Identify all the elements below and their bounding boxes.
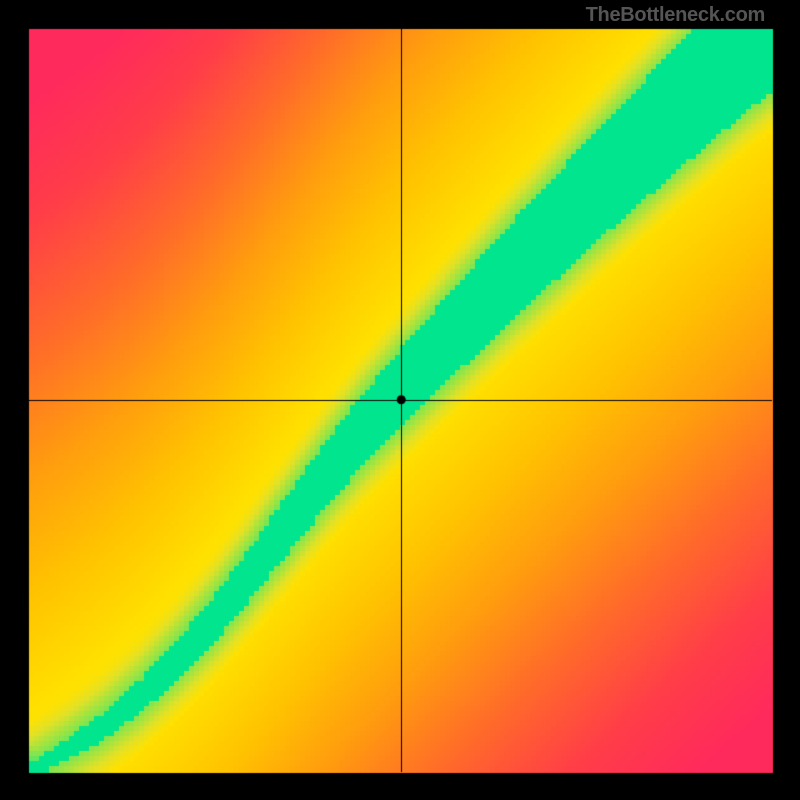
bottleneck-heatmap [0, 0, 800, 800]
chart-container: TheBottleneck.com [0, 0, 800, 800]
watermark-label: TheBottleneck.com [586, 4, 765, 27]
